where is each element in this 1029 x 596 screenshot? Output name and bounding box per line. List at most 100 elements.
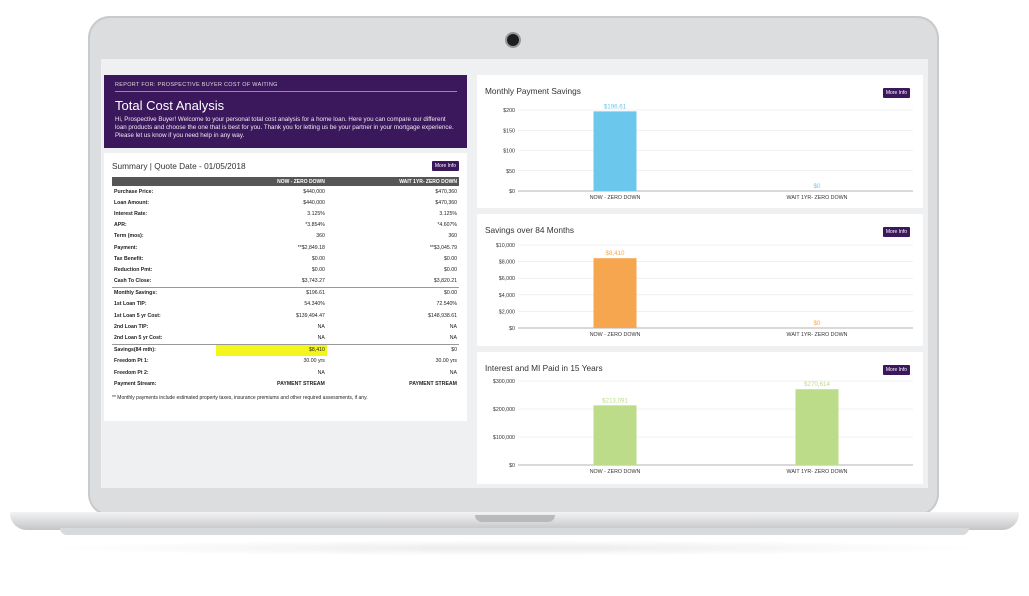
chart-panel-savings-84: Savings over 84 Months More Info $0 $2,00… — [477, 214, 923, 346]
report-header: REPORT FOR: PROSPECTIVE BUYER COST OF WA… — [104, 75, 467, 148]
left-column: REPORT FOR: PROSPECTIVE BUYER COST OF WA… — [104, 75, 467, 421]
y-tick-label: $100,000 — [493, 435, 515, 441]
value-now: NA — [317, 369, 325, 376]
row-label: Payment Stream: — [114, 380, 157, 387]
table-row: Payment Stream: PAYMENT STREAM PAYMENT STR… — [112, 378, 459, 389]
y-tick-label: $6,000 — [499, 276, 515, 282]
y-tick-label: $200,000 — [493, 407, 515, 413]
row-label: 1st Loan TIP: — [114, 301, 147, 308]
chart-more-info-button[interactable]: More Info — [882, 365, 910, 375]
row-label: Loan Amount: — [114, 199, 149, 206]
y-tick-label: $0 — [509, 463, 515, 469]
value-now: $196.61 — [216, 286, 327, 299]
laptop-notch — [475, 515, 555, 522]
chart-title: Interest and MI Paid in 15 Years — [485, 363, 603, 373]
chart-more-info-button[interactable]: More Info — [882, 88, 910, 98]
value-now: 54.340% — [304, 301, 325, 308]
x-category-label: WAIT 1YR- ZERO DOWN — [787, 469, 848, 475]
row-label: 2nd Loan 5 yr Cost: — [114, 335, 163, 342]
value-wait: NA — [449, 335, 457, 342]
y-tick-label: $4,000 — [499, 293, 515, 299]
table-row: Tax Benefit: $0.00 $0.00 — [112, 253, 459, 264]
chart-title: Monthly Payment Savings — [485, 86, 581, 96]
x-category-label: NOW - ZERO DOWN — [590, 195, 641, 201]
value-wait: $470,360 — [435, 199, 457, 206]
table-row: Freedom Pt 1: 30.00 yrs 30.00 yrs — [112, 356, 459, 367]
row-label: Freedom Pt 2: — [114, 369, 149, 376]
table-row: Cash To Close: $3,743.27 $3,820.21 — [112, 276, 459, 288]
bar[interactable] — [593, 405, 637, 465]
bar-value-label: $0 — [814, 183, 821, 190]
y-tick-label: $300,000 — [493, 379, 515, 385]
row-label: Purchase Price: — [114, 188, 154, 195]
table-row: Savings(84 mth): $8,410 $0 — [112, 343, 459, 356]
table-header-row: NOW - ZERO DOWN WAIT 1YR- ZERO DOWN — [112, 177, 459, 186]
payment-stream-link-now[interactable]: PAYMENT STREAM — [277, 380, 325, 387]
row-label: Tax Benefit: — [114, 255, 144, 262]
column-header-now: NOW - ZERO DOWN — [216, 177, 327, 186]
laptop-shadow — [40, 540, 990, 556]
summary-title: Summary | Quote Date - 01/05/2018 — [112, 161, 246, 171]
value-wait: **$3,045.79 — [429, 244, 457, 251]
table-row: Payment: **$2,849.18 **$3,045.79 — [112, 242, 459, 253]
value-now: 30.00 yrs — [303, 358, 325, 365]
payment-stream-link-wait[interactable]: PAYMENT STREAM — [409, 380, 457, 387]
summary-table: NOW - ZERO DOWN WAIT 1YR- ZERO DOWN Purc… — [112, 177, 459, 389]
table-row: Interest Rate: 3.125% 3.125% — [112, 208, 459, 219]
chart-monthly-savings: $0 $50 $100 $150 $200 $196.61 NOW - ZERO DOWN $… — [503, 103, 913, 201]
value-wait: $3,820.21 — [433, 278, 457, 285]
row-label: 1st Loan 5 yr Cost: — [114, 312, 161, 319]
chart-panel-monthly-savings: Monthly Payment Savings More Info $0 $50 $… — [477, 75, 923, 208]
page-title: Total Cost Analysis — [115, 98, 225, 113]
value-now: 3.125% — [307, 210, 325, 217]
value-now: **$2,849.18 — [297, 244, 325, 251]
table-row: 1st Loan 5 yr Cost: $139,494.47 $148,938.6… — [112, 310, 459, 321]
row-label: Term (mos): — [114, 233, 144, 240]
chart-more-info-button[interactable]: More Info — [882, 227, 910, 237]
y-tick-label: $150 — [503, 128, 515, 134]
value-wait: 30.00 yrs — [435, 358, 457, 365]
row-label: Interest Rate: — [114, 210, 148, 217]
summary-card: Summary | Quote Date - 01/05/2018 More I… — [104, 153, 467, 421]
bar[interactable] — [593, 111, 637, 191]
chart-savings-84-months: $0 $2,000 $4,000 $6,000 $8,000 $10,000 $8,410 N… — [496, 243, 913, 338]
row-label: Reduction Pmt: — [114, 266, 153, 273]
y-tick-label: $200 — [503, 108, 515, 114]
value-now: $440,000 — [303, 188, 325, 195]
bar[interactable] — [795, 389, 839, 465]
chart-title: Savings over 84 Months — [485, 225, 575, 235]
table-row: Term (mos): 360 360 — [112, 231, 459, 242]
summary-header: Summary | Quote Date - 01/05/2018 More I… — [112, 161, 459, 171]
bar[interactable] — [593, 258, 637, 328]
laptop-screen: REPORT FOR: PROSPECTIVE BUYER COST OF WA… — [101, 59, 928, 488]
y-tick-label: $0 — [509, 189, 515, 195]
value-wait: NA — [449, 323, 457, 330]
x-category-label: WAIT 1YR- ZERO DOWN — [787, 195, 848, 201]
value-now: $0.00 — [311, 266, 325, 273]
value-now: $139,494.47 — [296, 312, 325, 319]
value-wait: $470,360 — [435, 188, 457, 195]
value-now: NA — [317, 323, 325, 330]
table-row: 2nd Loan TIP: NA NA — [112, 321, 459, 332]
value-now: $3,743.27 — [301, 278, 325, 285]
value-wait: $0.00 — [444, 266, 457, 273]
row-label: 2nd Loan TIP: — [114, 323, 149, 330]
value-now: 360 — [316, 233, 325, 240]
value-wait: $148,938.61 — [428, 312, 457, 319]
row-label: Cash To Close: — [114, 278, 152, 285]
table-row: 1st Loan TIP: 54.340% 72.540% — [112, 299, 459, 310]
value-now: $8,410 — [216, 343, 327, 356]
value-wait: $0.00 — [326, 286, 459, 299]
row-label: Savings(84 mth): — [112, 343, 216, 356]
table-row: Reduction Pmt: $0.00 $0.00 — [112, 264, 459, 275]
laptop-base-edge — [60, 528, 969, 535]
table-row: 2nd Loan 5 yr Cost: NA NA — [112, 332, 459, 344]
summary-more-info-button[interactable]: More Info — [431, 161, 459, 171]
row-label: Freedom Pt 1: — [114, 358, 149, 365]
y-tick-label: $8,000 — [499, 260, 515, 266]
x-category-label: NOW - ZERO DOWN — [590, 469, 641, 475]
bar-value-label: $196.61 — [604, 103, 627, 110]
chart-panel-interest: Interest and MI Paid in 15 Years More In… — [477, 352, 923, 484]
webcam — [507, 34, 519, 46]
report-label: REPORT FOR: PROSPECTIVE BUYER COST OF WA… — [115, 82, 457, 92]
